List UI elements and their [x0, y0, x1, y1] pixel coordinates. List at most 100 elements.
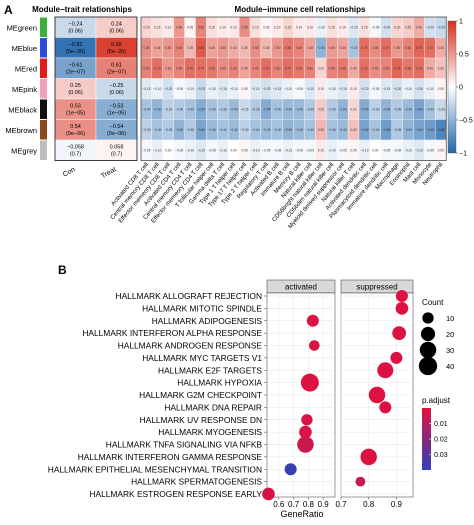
- immune-cell-value: 0.70: [263, 66, 269, 70]
- module-label: MEblue: [12, 44, 37, 53]
- immune-cell-value: −0.05: [273, 148, 281, 152]
- immune-cell-value: 0.65: [285, 46, 291, 50]
- trait-cell-p: (5e−26): [107, 49, 126, 55]
- trait-cell-p: (0.06): [109, 90, 124, 96]
- immune-cell-value: −0.40: [251, 128, 259, 132]
- dot-point: [395, 289, 408, 303]
- panel-b-letter: B: [58, 263, 67, 277]
- immune-cell-value: −0.20: [360, 87, 368, 91]
- immune-cell-value: −0.10: [186, 148, 194, 152]
- colorbar: 1 0.5 0 −0.5 −1: [447, 19, 473, 158]
- x-axis-tick-label: 0.7: [335, 500, 347, 509]
- immune-cell-value: 0.60: [383, 66, 389, 70]
- dot-point: [355, 476, 366, 487]
- immune-cell-value: −0.20: [426, 25, 434, 29]
- trait-cell-p: (9e−06): [66, 131, 85, 137]
- pathway-label: HALLMARK EPITHELIAL MESENCHYMAL TRANSITI…: [48, 464, 262, 474]
- immune-cell-value: 0.20: [285, 25, 291, 29]
- immune-cell-value: 0.35: [241, 46, 247, 50]
- immune-cell-value: −0.45: [404, 107, 412, 111]
- immune-cell-value: −0.55: [360, 107, 368, 111]
- immune-cell-value: −0.50: [153, 107, 161, 111]
- immune-cell-value: 0.10: [340, 25, 346, 29]
- immune-cell-value: −0.10: [153, 148, 161, 152]
- dot-point: [379, 401, 392, 414]
- immune-cell-value: −0.20: [382, 25, 390, 29]
- immune-cell-value: −0.50: [175, 128, 183, 132]
- immune-cell-value: −0.45: [295, 107, 303, 111]
- trait-heatmap-border: [54, 16, 138, 161]
- immune-cell-value: 0.50: [165, 46, 171, 50]
- immune-cell-value: 0.70: [361, 46, 367, 50]
- immune-cell-value: −0.60: [415, 107, 423, 111]
- trait-cell-p: (0.7): [70, 152, 81, 158]
- trait-cell-p: (2e−07): [66, 70, 85, 76]
- pathway-label: HALLMARK ADIPOGENESIS: [152, 316, 263, 326]
- immune-heatmap-title: Module−immune cell relationships: [235, 5, 366, 14]
- immune-cell-value: −0.40: [186, 107, 194, 111]
- immune-cell-value: 0.15: [252, 25, 258, 29]
- immune-cell-value: −0.35: [306, 107, 314, 111]
- dot-point: [308, 340, 320, 351]
- immune-cell-value: −0.35: [393, 128, 401, 132]
- immune-cell-value: 0.70: [416, 66, 422, 70]
- padj-tick-label: 0.03: [434, 452, 448, 459]
- dot-point: [360, 448, 377, 466]
- immune-cell-value: −0.15: [350, 25, 358, 29]
- immune-cell-value: −0.80: [437, 128, 445, 132]
- immune-cell-value: 0.70: [198, 66, 204, 70]
- x-axis-tick-label: 0.8: [363, 500, 375, 509]
- module-label: MEgrey: [11, 146, 37, 155]
- immune-cell-value: −0.15: [415, 148, 423, 152]
- immune-cell-value: 0.20: [318, 66, 324, 70]
- trait-cell-r: 0.25: [70, 83, 81, 89]
- immune-cell-value: 0.60: [198, 25, 204, 29]
- panel-a-letter: A: [4, 3, 13, 17]
- immune-cell-value: 0.10: [318, 148, 324, 152]
- immune-cell-value: 0.65: [296, 66, 302, 70]
- immune-cell-value: −0.05: [393, 148, 401, 152]
- dot-point: [301, 414, 313, 426]
- immune-cell-value: −0.35: [164, 128, 172, 132]
- immune-cell-value: −0.65: [382, 128, 390, 132]
- trait-cell-r: −0.54: [110, 124, 124, 130]
- immune-cell-value: 0.45: [154, 46, 160, 50]
- immune-cell-value: −0.40: [328, 128, 336, 132]
- dot-point: [377, 362, 394, 379]
- immune-cell-value: −0.45: [262, 128, 270, 132]
- pathway-label: HALLMARK TNFA SIGNALING VIA NFKB: [106, 440, 263, 450]
- immune-cell-value: −0.10: [208, 87, 216, 91]
- trait-cell-r: 0.61: [111, 63, 122, 69]
- immune-cell-value: −0.10: [230, 87, 238, 91]
- immune-cell-value: 0.55: [372, 46, 378, 50]
- immune-cell-value: −0.40: [153, 128, 161, 132]
- immune-cell-value: −0.05: [208, 148, 216, 152]
- immune-cell-value: −0.05: [295, 87, 303, 91]
- immune-cell-value: 0.60: [307, 66, 313, 70]
- immune-cell-value: −0.25: [197, 87, 205, 91]
- pathway-label: HALLMARK ANDROGEN RESPONSE: [118, 341, 263, 351]
- immune-cell-value: 0.30: [438, 66, 444, 70]
- legend-count-dot: [418, 356, 438, 376]
- module-labels: MEgreen MEblue MEred MEpink MEblack MEbrown ME…: [5, 17, 47, 160]
- module-color-swatch: [40, 38, 47, 58]
- immune-cell-value: −0.40: [371, 128, 379, 132]
- immune-cell-value: 0.45: [209, 46, 215, 50]
- trait-cell-r: −0.92: [69, 42, 83, 48]
- immune-cell-value: −0.10: [404, 148, 412, 152]
- immune-cell-value: 0.60: [176, 46, 182, 50]
- legend-count-title: Count: [422, 298, 444, 307]
- immune-cell-value: −0.20: [393, 87, 401, 91]
- trait-cell-r: −0.53: [110, 104, 124, 110]
- immune-cell-value: −0.05: [306, 148, 314, 152]
- immune-cell-value: −0.10: [328, 87, 336, 91]
- immune-cell-value: 0.75: [416, 46, 422, 50]
- trait-cell-r: 0.92: [111, 42, 122, 48]
- pathway-label: HALLMARK MYOGENESIS: [158, 427, 262, 437]
- immune-cell-value: −0.20: [262, 87, 270, 91]
- immune-cell-value: 0.40: [231, 46, 237, 50]
- trait-cell-r: −0.61: [69, 63, 83, 69]
- immune-cell-value: −0.10: [426, 87, 434, 91]
- facet-label: activated: [285, 283, 317, 292]
- immune-cell-value: 0.65: [340, 66, 346, 70]
